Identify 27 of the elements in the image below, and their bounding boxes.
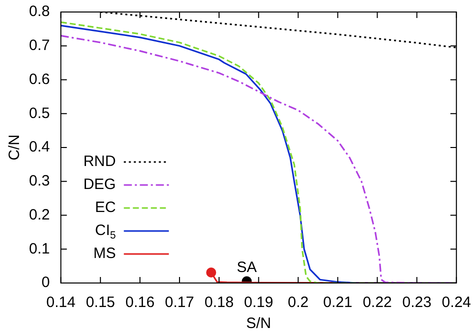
x-tick-label: 0.19 [244,294,274,312]
y-tick-label: 0.1 [28,240,50,258]
y-tick-label: 0.4 [28,138,50,156]
x-tick-label: 0.17 [164,294,194,312]
y-tick-label: 0.6 [28,70,50,88]
x-axis-title: S/N [246,315,272,332]
x-tick-label: 0.2 [288,294,309,312]
y-tick-label: 0.5 [28,104,50,122]
x-tick-label: 0.22 [362,294,392,312]
y-tick-label: 0.3 [28,172,50,190]
y-tick-label: 0.7 [28,37,50,54]
y-axis-title: C/N [6,134,24,160]
x-tick-label: 0.15 [86,294,116,312]
y-tick-label: 0.2 [28,206,50,224]
legend-label: EC [95,199,116,216]
x-tick-label: 0.14 [46,294,76,312]
x-tick-label: 0.16 [125,294,155,312]
x-tick-label: 0.18 [204,294,234,312]
x-tick-label: 0.24 [442,294,472,312]
x-tick-label: 0.21 [323,294,352,312]
x-tick-label: 0.23 [402,294,432,312]
y-tick-label: 0.8 [28,3,50,20]
legend-label: DEG [83,176,116,194]
y-tick-label: 0 [42,274,50,292]
legend-label: RND [83,153,116,170]
legend-label: MS [93,245,116,262]
annotation: SA [236,258,257,276]
